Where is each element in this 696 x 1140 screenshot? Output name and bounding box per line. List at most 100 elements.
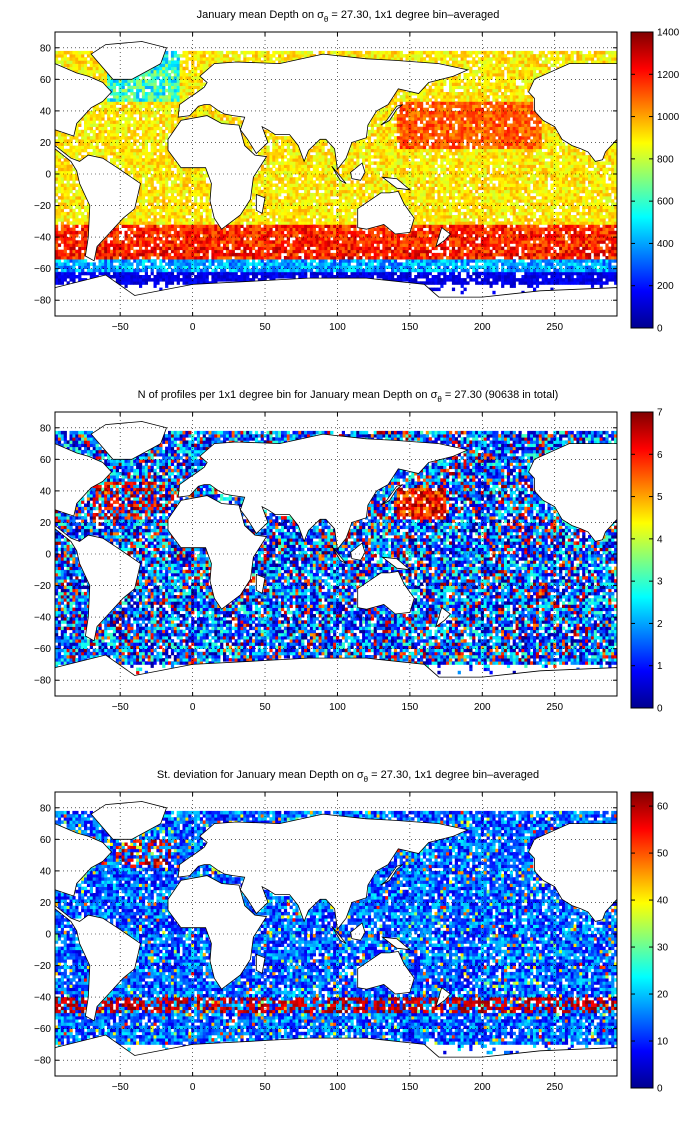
heatmap-cell (289, 259, 293, 263)
heatmap-cell (321, 227, 325, 232)
heatmap-cell (188, 92, 192, 96)
heatmap-cell (249, 224, 253, 228)
heatmap-cell (217, 230, 221, 235)
heatmap-cell (141, 259, 146, 263)
heatmap-cell (237, 227, 241, 232)
heatmap-cell (130, 164, 134, 168)
heatmap-cell (141, 145, 146, 150)
heatmap-cell (391, 259, 395, 263)
heatmap-cell (257, 215, 261, 219)
heatmap-cell (179, 234, 183, 238)
heatmap-cell (86, 268, 91, 273)
heatmap-cell (182, 192, 186, 197)
heatmap-cell (185, 271, 189, 276)
heatmap-cell (205, 268, 209, 273)
heatmap-cell (57, 234, 62, 238)
heatmap-cell (359, 196, 363, 200)
heatmap-cell (72, 60, 76, 64)
heatmap-cell (281, 202, 285, 206)
heatmap-cell (63, 275, 67, 279)
heatmap-cell (246, 227, 250, 232)
heatmap-cell (292, 170, 296, 175)
heatmap-cell (75, 196, 79, 200)
heatmap-cell (275, 271, 279, 276)
heatmap-cell (214, 243, 218, 247)
heatmap-cell (162, 227, 166, 232)
heatmap-cell (78, 196, 82, 200)
heatmap-cell (95, 256, 99, 260)
heatmap-cell (249, 230, 253, 235)
heatmap-cell (405, 259, 409, 263)
heatmap-cell (194, 202, 198, 206)
heatmap-cell (86, 110, 91, 115)
heatmap-cell (124, 155, 128, 159)
heatmap-cell (382, 54, 386, 58)
heatmap-cell (321, 205, 325, 210)
heatmap-cell (118, 123, 122, 127)
heatmap-cell (112, 234, 117, 238)
heatmap-cell (289, 151, 293, 156)
heatmap-cell (185, 227, 189, 232)
heatmap-cell (112, 120, 117, 124)
heatmap-cell (307, 252, 311, 257)
heatmap-cell (391, 271, 395, 276)
heatmap-cell (55, 240, 59, 244)
heatmap-cell (196, 174, 201, 178)
heatmap-cell (182, 281, 186, 285)
heatmap-cell (127, 259, 131, 263)
heatmap-cell (136, 95, 140, 99)
heatmap-cell (191, 265, 195, 269)
heatmap-cell (153, 66, 157, 71)
heatmap-cell (81, 246, 85, 251)
heatmap-cell (89, 271, 93, 276)
heatmap-cell (130, 145, 134, 150)
heatmap-cell (350, 158, 354, 162)
heatmap-cell (396, 54, 400, 58)
heatmap-cell (405, 151, 409, 156)
heatmap-cell (402, 199, 406, 203)
heatmap-cell (393, 104, 398, 109)
heatmap-cell (115, 126, 119, 131)
heatmap-cell (112, 246, 117, 251)
heatmap-cell (165, 50, 169, 55)
heatmap-cell (295, 155, 299, 159)
heatmap-cell (202, 205, 206, 210)
heatmap-cell (118, 161, 122, 165)
heatmap-cell (147, 117, 151, 121)
heatmap-cell (298, 196, 302, 200)
heatmap-cell (179, 66, 183, 71)
heatmap-cell (75, 224, 79, 228)
heatmap-cell (231, 234, 235, 238)
heatmap-cell (199, 211, 203, 216)
heatmap-cell (240, 221, 244, 225)
heatmap-cell (165, 227, 169, 232)
heatmap-cell (225, 120, 230, 124)
heatmap-cell (214, 252, 218, 257)
heatmap-cell (168, 215, 172, 219)
heatmap-cell (179, 177, 183, 181)
heatmap-cell (356, 142, 360, 146)
heatmap-cell (72, 215, 76, 219)
heatmap-cell (278, 227, 282, 232)
heatmap-cell (382, 129, 386, 134)
heatmap-cell (341, 230, 345, 235)
heatmap-cell (127, 262, 131, 266)
heatmap-cell (225, 114, 230, 118)
heatmap-cell (182, 262, 186, 266)
heatmap-cell (246, 230, 250, 235)
heatmap-cell (75, 268, 79, 273)
heatmap-cell (205, 246, 209, 251)
heatmap-cell (86, 215, 91, 219)
heatmap-cell (249, 221, 253, 225)
heatmap-cell (370, 275, 374, 279)
heatmap-cell (367, 161, 372, 165)
heatmap-cell (318, 240, 322, 244)
heatmap-cell (112, 243, 117, 247)
heatmap-cell (373, 123, 377, 127)
heatmap-cell (249, 199, 253, 203)
heatmap-cell (194, 110, 198, 115)
heatmap-cell (220, 275, 224, 279)
heatmap-cell (260, 174, 264, 178)
heatmap-cell (405, 101, 409, 105)
heatmap-cell (57, 189, 62, 194)
